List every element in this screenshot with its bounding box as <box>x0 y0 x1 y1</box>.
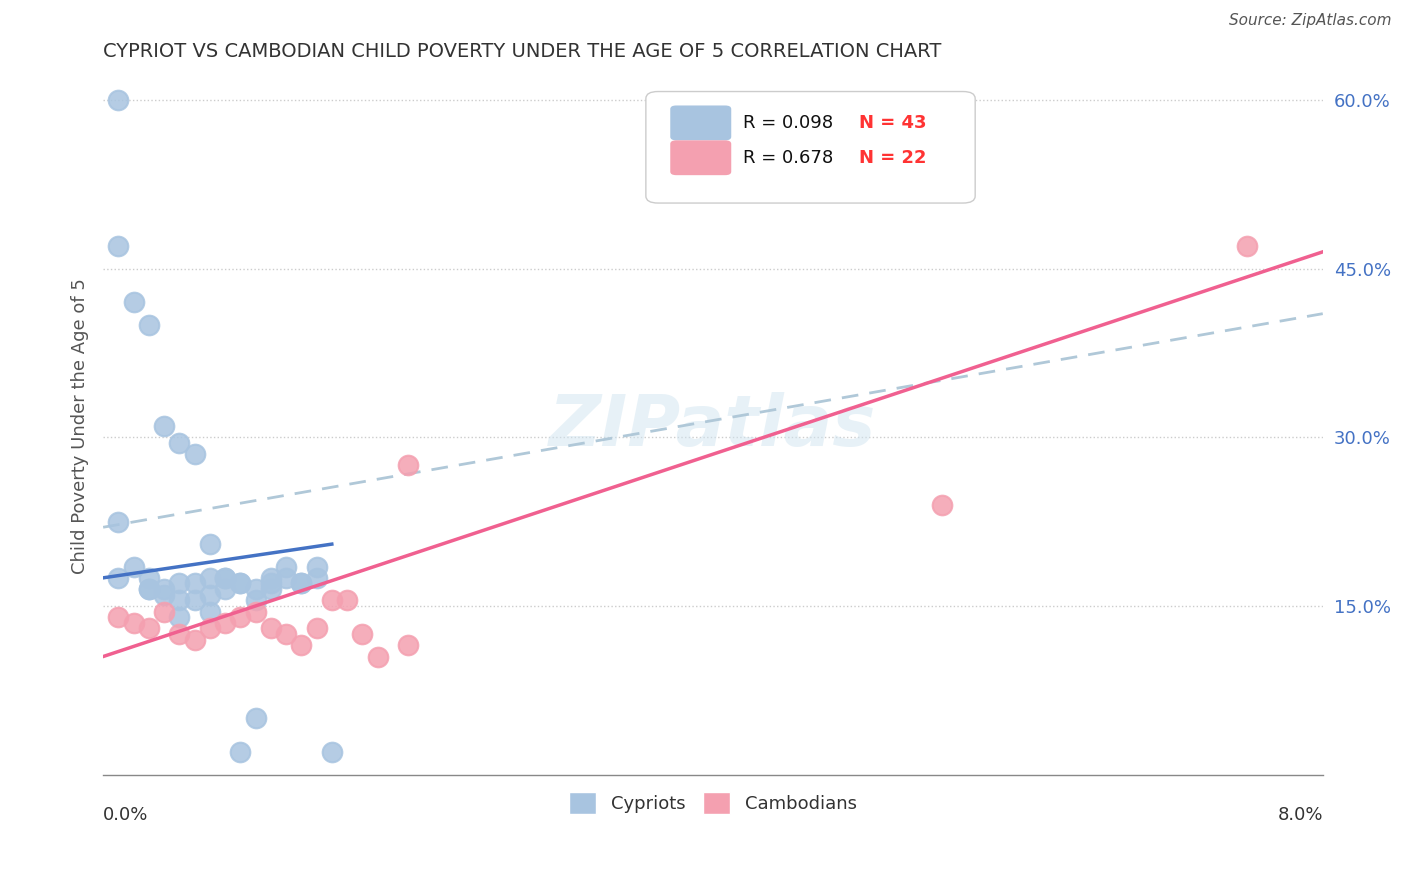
Point <box>138 582 160 596</box>
Point <box>305 622 328 636</box>
Point <box>122 559 145 574</box>
Point <box>107 239 129 253</box>
Point <box>214 582 236 596</box>
Point <box>245 593 267 607</box>
Point <box>274 559 297 574</box>
Point <box>183 447 205 461</box>
Point <box>260 576 283 591</box>
Legend: Cypriots, Cambodians: Cypriots, Cambodians <box>562 785 865 822</box>
Point <box>305 571 328 585</box>
Point <box>321 593 343 607</box>
Point <box>321 745 343 759</box>
Text: ZIPatlas: ZIPatlas <box>550 392 876 460</box>
Point <box>245 711 267 725</box>
Point <box>153 419 176 434</box>
Point <box>260 622 283 636</box>
Point <box>107 571 129 585</box>
Point <box>138 318 160 332</box>
Point <box>367 649 389 664</box>
Point <box>245 605 267 619</box>
Point <box>138 571 160 585</box>
Point <box>198 537 221 551</box>
Y-axis label: Child Poverty Under the Age of 5: Child Poverty Under the Age of 5 <box>72 278 89 574</box>
Point <box>107 610 129 624</box>
Point <box>229 576 252 591</box>
Text: 0.0%: 0.0% <box>103 806 149 824</box>
Point <box>290 638 312 652</box>
Point <box>198 605 221 619</box>
Point <box>107 93 129 107</box>
Text: CYPRIOT VS CAMBODIAN CHILD POVERTY UNDER THE AGE OF 5 CORRELATION CHART: CYPRIOT VS CAMBODIAN CHILD POVERTY UNDER… <box>103 42 942 61</box>
Point <box>122 295 145 310</box>
Point <box>198 588 221 602</box>
Point <box>183 593 205 607</box>
Point <box>198 571 221 585</box>
Text: 8.0%: 8.0% <box>1277 806 1323 824</box>
Point <box>260 571 283 585</box>
Point <box>214 571 236 585</box>
FancyBboxPatch shape <box>671 140 731 175</box>
Point <box>229 745 252 759</box>
Point <box>198 622 221 636</box>
Text: Source: ZipAtlas.com: Source: ZipAtlas.com <box>1229 13 1392 29</box>
Point <box>107 515 129 529</box>
Text: N = 43: N = 43 <box>859 114 927 132</box>
Point <box>260 582 283 596</box>
Point <box>153 588 176 602</box>
Point <box>245 582 267 596</box>
Point <box>153 582 176 596</box>
Point <box>169 576 191 591</box>
Point <box>183 632 205 647</box>
Point <box>153 605 176 619</box>
FancyBboxPatch shape <box>645 92 976 203</box>
Point <box>214 571 236 585</box>
Text: N = 22: N = 22 <box>859 149 927 167</box>
FancyBboxPatch shape <box>671 105 731 140</box>
Text: R = 0.678: R = 0.678 <box>744 149 834 167</box>
Point <box>274 627 297 641</box>
Point <box>229 610 252 624</box>
Point <box>352 627 374 641</box>
Point <box>169 610 191 624</box>
Point <box>1236 239 1258 253</box>
Point <box>396 638 419 652</box>
Point <box>214 615 236 630</box>
Point <box>336 593 359 607</box>
Point <box>396 458 419 473</box>
Point <box>138 622 160 636</box>
Point <box>122 615 145 630</box>
Point <box>274 571 297 585</box>
Point <box>169 436 191 450</box>
Point <box>290 576 312 591</box>
Point <box>169 593 191 607</box>
Point <box>931 498 953 512</box>
Point <box>290 576 312 591</box>
Point <box>183 576 205 591</box>
Point <box>138 582 160 596</box>
Point <box>305 559 328 574</box>
Point <box>229 576 252 591</box>
Text: R = 0.098: R = 0.098 <box>744 114 834 132</box>
Point <box>169 627 191 641</box>
